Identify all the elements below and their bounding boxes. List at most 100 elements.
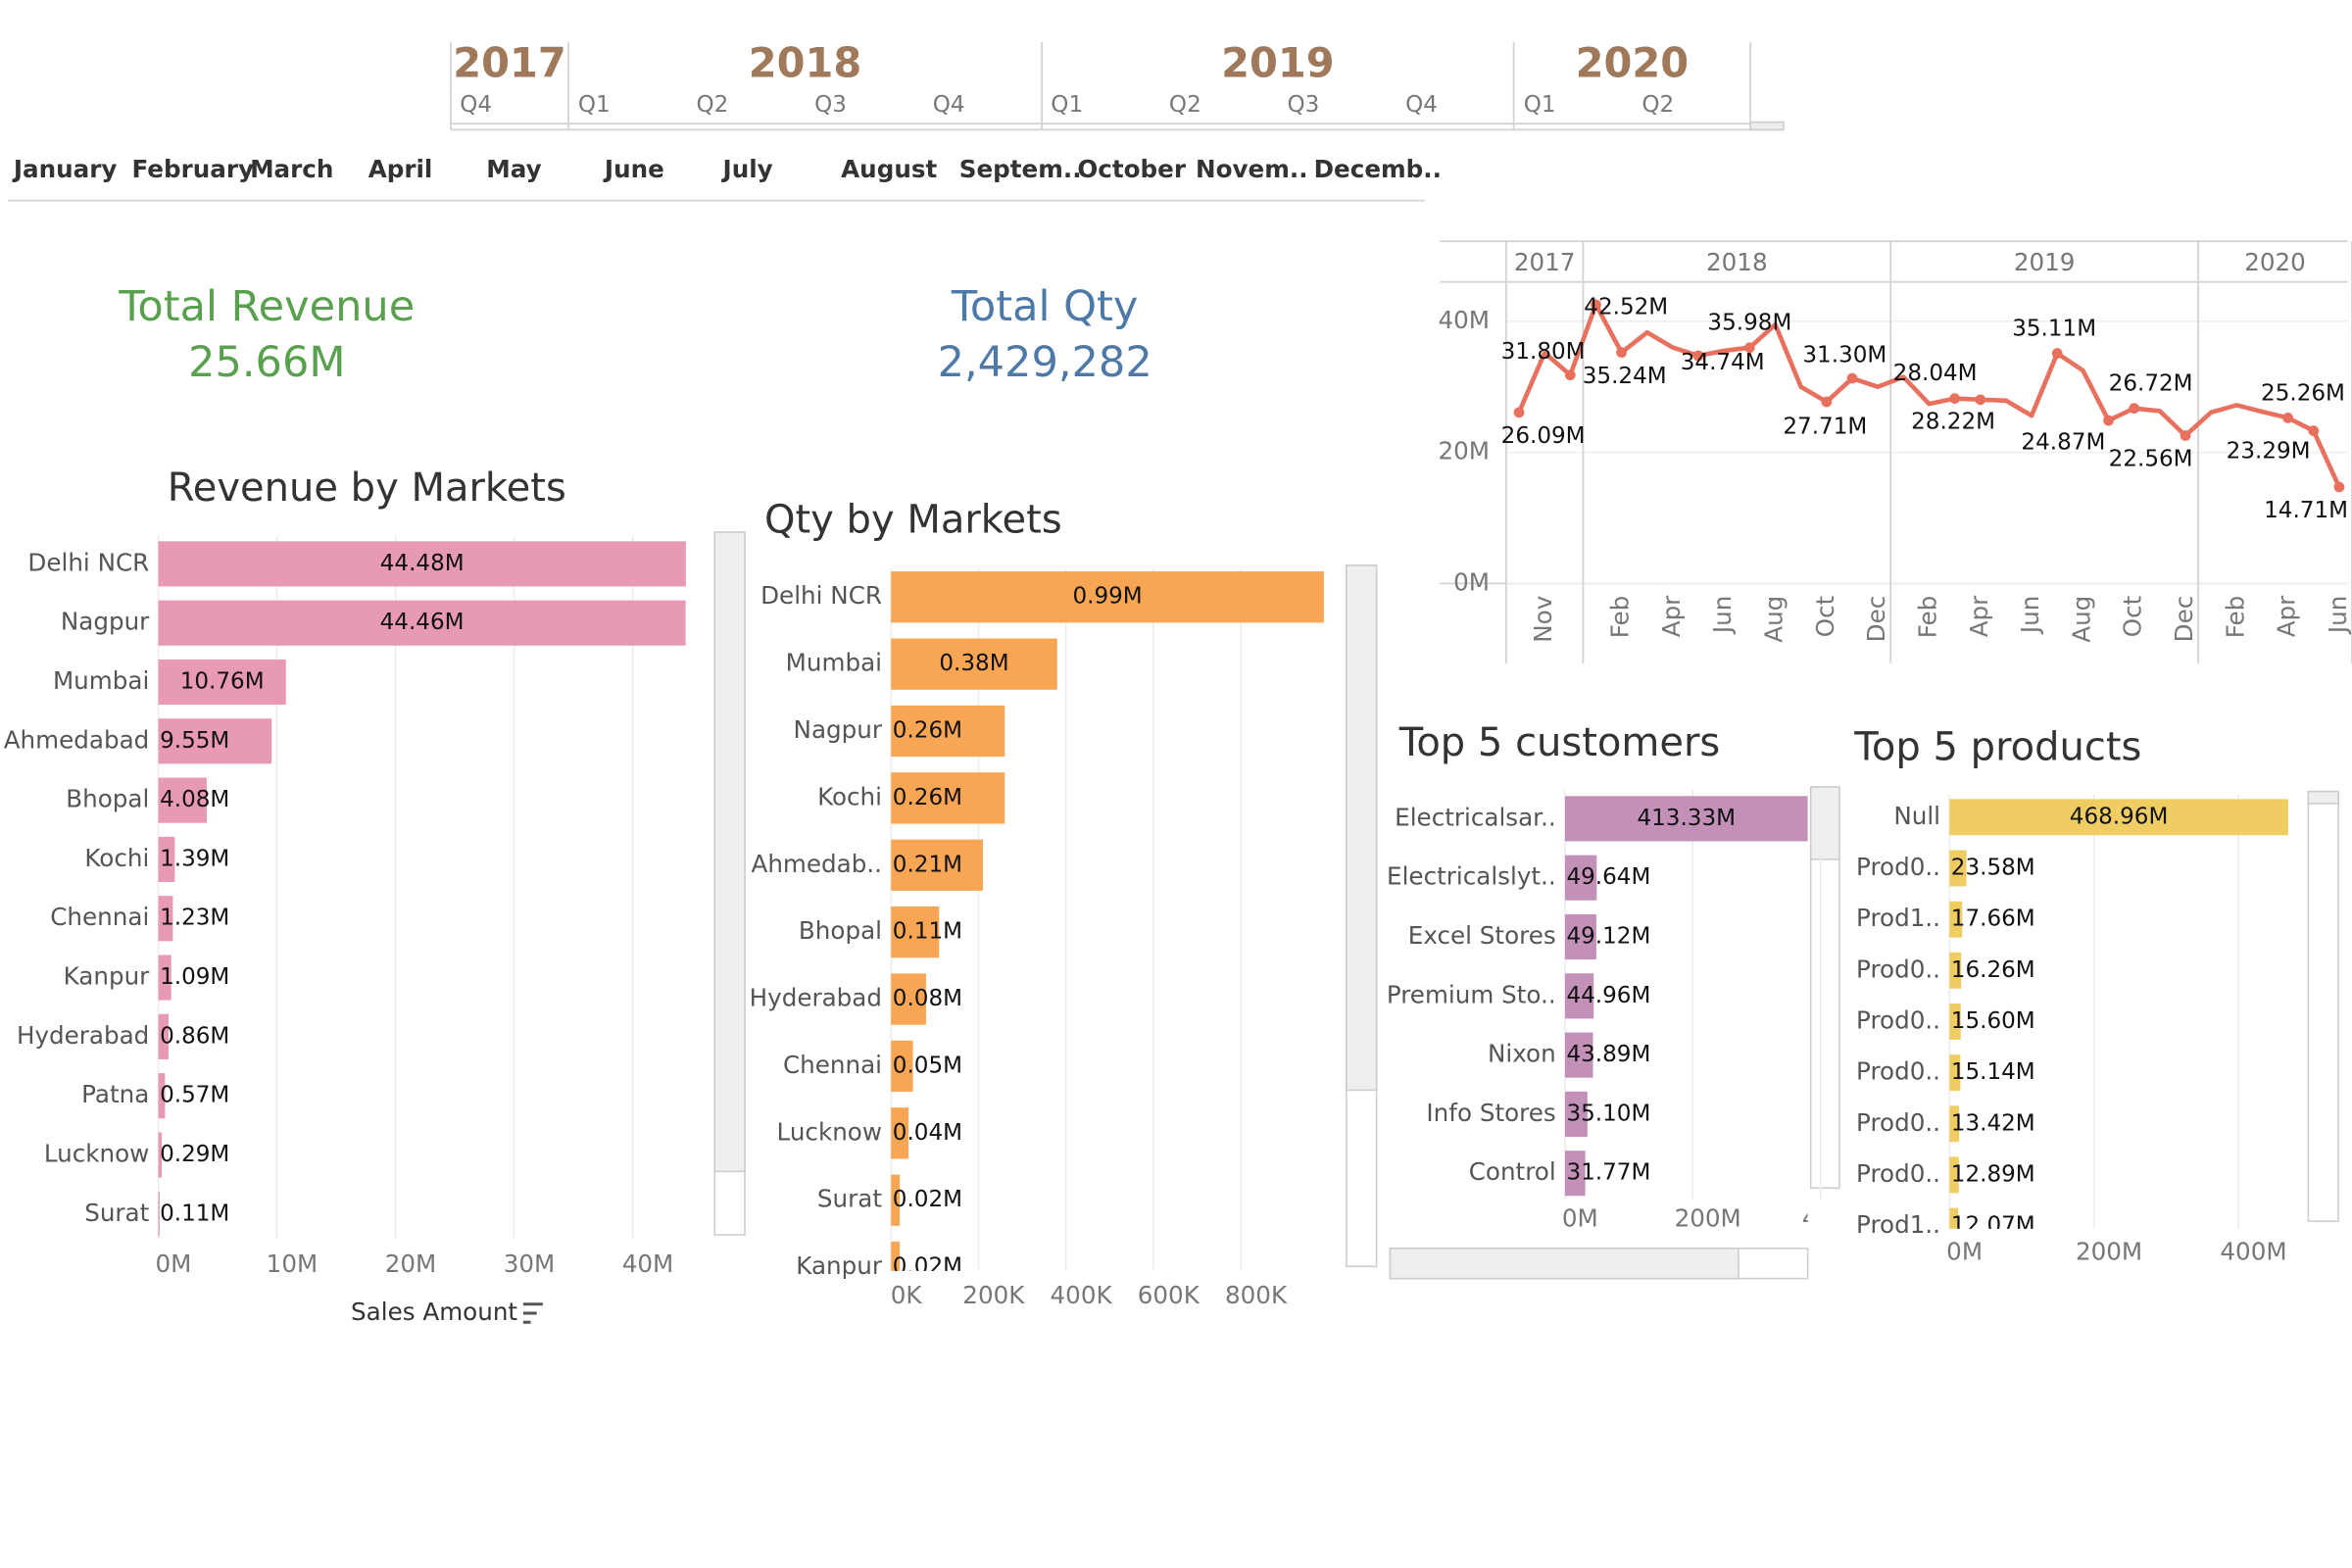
bar[interactable] bbox=[1949, 1003, 1961, 1040]
bar[interactable] bbox=[158, 777, 207, 823]
bar[interactable] bbox=[891, 705, 1005, 758]
month-filter[interactable]: August bbox=[841, 155, 937, 183]
bar[interactable] bbox=[1564, 1091, 1588, 1137]
year-filter[interactable]: 2017 bbox=[453, 39, 566, 87]
month-filter[interactable]: April bbox=[368, 155, 433, 183]
y-tick-label: 0M bbox=[1453, 567, 1490, 596]
value-label: 0.02M bbox=[893, 1254, 962, 1280]
scrollbar[interactable] bbox=[1749, 121, 1785, 131]
bar[interactable] bbox=[1949, 952, 1962, 989]
month-filter[interactable]: June bbox=[603, 155, 664, 183]
value-label: 22.56M bbox=[2109, 447, 2193, 472]
category-label: Prod0.. bbox=[1856, 853, 1940, 881]
value-label: 0.29M bbox=[160, 1142, 229, 1167]
value-label: 17.66M bbox=[1951, 906, 2035, 932]
bar[interactable] bbox=[891, 772, 1005, 824]
quarter-filter[interactable]: Q2 bbox=[1642, 92, 1674, 118]
x-tick-label: Apr bbox=[1965, 595, 1993, 637]
bar[interactable] bbox=[1564, 913, 1596, 960]
bar[interactable] bbox=[1949, 1105, 1960, 1143]
scrollbars bbox=[713, 531, 2339, 1280]
bar[interactable] bbox=[1564, 796, 1829, 842]
x-tick-label: Dec bbox=[2170, 596, 2198, 643]
bar[interactable] bbox=[1949, 1207, 1959, 1245]
year-filter[interactable]: 2020 bbox=[1576, 39, 1690, 87]
quarter-filter[interactable]: Q4 bbox=[933, 92, 965, 118]
kpi-label: Total Qty bbox=[951, 282, 1139, 331]
value-label: 0.11M bbox=[160, 1200, 229, 1226]
bar[interactable] bbox=[891, 638, 1057, 690]
axis-title: Sales Amount bbox=[351, 1298, 517, 1326]
quarter-filter[interactable]: Q4 bbox=[1405, 92, 1438, 118]
bar[interactable] bbox=[1949, 1156, 1959, 1194]
scrollbar-thumb[interactable] bbox=[2307, 790, 2339, 805]
bar[interactable] bbox=[158, 955, 172, 1001]
bar[interactable] bbox=[891, 839, 983, 891]
x-tick-label: 40M bbox=[622, 1250, 674, 1278]
quarter-filter[interactable]: Q3 bbox=[1288, 92, 1320, 118]
quarter-filter[interactable]: Q3 bbox=[814, 92, 847, 118]
scrollbar-thumb[interactable] bbox=[1346, 564, 1378, 1092]
bar[interactable] bbox=[1564, 855, 1597, 901]
bar[interactable] bbox=[1949, 799, 2288, 836]
sort-icon[interactable] bbox=[522, 1302, 543, 1324]
year-header: 2019 bbox=[2014, 248, 2076, 276]
quarter-filter[interactable]: Q2 bbox=[696, 92, 728, 118]
x-tick-label: 0K bbox=[891, 1281, 923, 1309]
bar[interactable] bbox=[158, 1073, 166, 1119]
quarter-filter[interactable]: Q4 bbox=[460, 92, 492, 118]
month-filter[interactable]: Septem.. bbox=[959, 155, 1082, 183]
value-label: 35.11M bbox=[2012, 316, 2096, 341]
quarter-filter[interactable]: Q1 bbox=[1051, 92, 1083, 118]
bar[interactable] bbox=[1949, 850, 1967, 887]
x-tick-label: 800K bbox=[1225, 1281, 1288, 1309]
bar[interactable] bbox=[1564, 1151, 1586, 1197]
month-filter[interactable]: January bbox=[12, 155, 118, 183]
bar[interactable] bbox=[158, 1191, 160, 1237]
bar[interactable] bbox=[891, 906, 940, 958]
scrollbar-thumb[interactable] bbox=[1809, 786, 1840, 860]
month-filter[interactable]: March bbox=[250, 155, 333, 183]
scrollbar-thumb[interactable] bbox=[1389, 1248, 1740, 1280]
quarter-filter[interactable]: Q1 bbox=[578, 92, 611, 118]
month-filter[interactable]: October bbox=[1077, 155, 1186, 183]
bar[interactable] bbox=[1564, 1032, 1593, 1078]
bar[interactable] bbox=[158, 600, 686, 646]
bar[interactable] bbox=[1949, 1054, 1961, 1092]
x-tick-label: 0M bbox=[1562, 1204, 1598, 1233]
bar[interactable] bbox=[158, 659, 286, 706]
bar[interactable] bbox=[891, 973, 926, 1025]
month-filter[interactable]: May bbox=[486, 155, 541, 183]
year-filter[interactable]: 2019 bbox=[1221, 39, 1335, 87]
bar[interactable] bbox=[158, 896, 173, 942]
bar[interactable] bbox=[891, 1241, 901, 1293]
scrollbar[interactable] bbox=[2307, 790, 2339, 1222]
x-tick-label: 200K bbox=[962, 1281, 1025, 1309]
month-filter[interactable]: February bbox=[131, 155, 254, 183]
bar[interactable] bbox=[891, 571, 1324, 623]
year-filter-frame bbox=[450, 42, 1785, 131]
quarter-filter[interactable]: Q1 bbox=[1524, 92, 1556, 118]
bar[interactable] bbox=[158, 836, 175, 882]
value-label: 16.26M bbox=[1951, 957, 2035, 983]
scrollbar-thumb[interactable] bbox=[713, 531, 746, 1173]
bar[interactable] bbox=[891, 1174, 901, 1226]
bar[interactable] bbox=[1949, 901, 1963, 938]
bar[interactable] bbox=[158, 1132, 163, 1178]
bar[interactable] bbox=[158, 1013, 169, 1059]
bar[interactable] bbox=[1564, 973, 1594, 1019]
year-filter[interactable]: 2018 bbox=[749, 39, 862, 87]
month-filter[interactable]: July bbox=[721, 155, 773, 183]
month-filter[interactable]: Decemb.. bbox=[1314, 155, 1442, 183]
category-label: Chennai bbox=[50, 903, 149, 931]
bar[interactable] bbox=[158, 541, 686, 587]
quarter-filter[interactable]: Q2 bbox=[1169, 92, 1201, 118]
bar[interactable] bbox=[891, 1040, 913, 1093]
bar[interactable] bbox=[158, 718, 272, 764]
month-filter[interactable]: Novem.. bbox=[1196, 155, 1308, 183]
bar[interactable] bbox=[891, 1107, 909, 1159]
y-tick-label: 20M bbox=[1438, 437, 1490, 466]
point bbox=[1975, 394, 1986, 406]
point bbox=[2333, 481, 2345, 493]
